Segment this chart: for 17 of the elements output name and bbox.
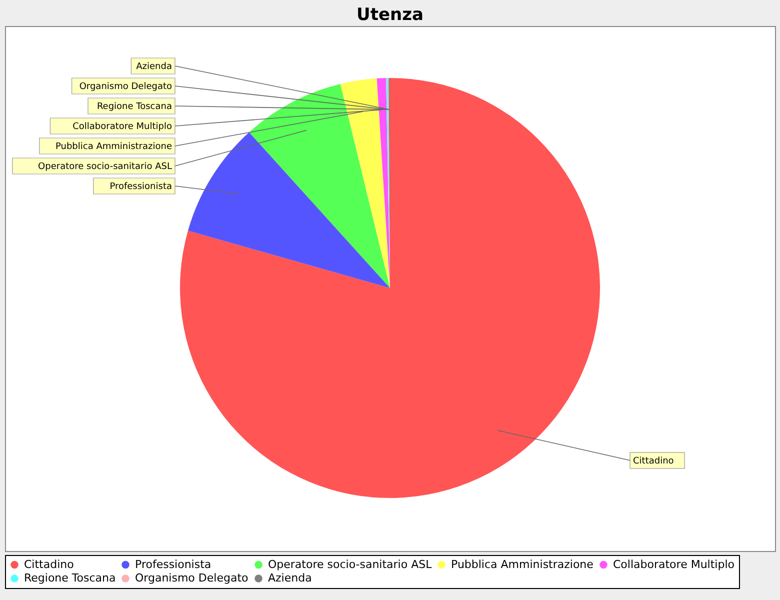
legend-label: Professionista bbox=[135, 558, 212, 571]
legend-label: Organismo Delegato bbox=[135, 572, 249, 584]
slice-label: Azienda bbox=[136, 62, 172, 72]
slice-label: Operatore socio-sanitario ASL bbox=[38, 162, 172, 172]
chart-title: Utenza bbox=[356, 5, 424, 25]
slice-label: Cittadino bbox=[633, 456, 674, 466]
legend-label: Pubblica Amministrazione bbox=[451, 558, 594, 571]
legend-label: Cittadino bbox=[24, 558, 74, 571]
legend-label: Collaboratore Multiplo bbox=[613, 558, 735, 571]
slice-label: Organismo Delegato bbox=[79, 82, 172, 92]
slice-label: Pubblica Amministrazione bbox=[55, 142, 172, 152]
slice-label: Professionista bbox=[110, 182, 172, 192]
slice-label: Collaboratore Multiplo bbox=[72, 122, 172, 132]
legend-label: Regione Toscana bbox=[24, 572, 116, 584]
legend-label: Azienda bbox=[268, 572, 312, 584]
legend-label: Operatore socio-sanitario ASL bbox=[268, 558, 433, 571]
slice-label: Regione Toscana bbox=[96, 102, 172, 112]
